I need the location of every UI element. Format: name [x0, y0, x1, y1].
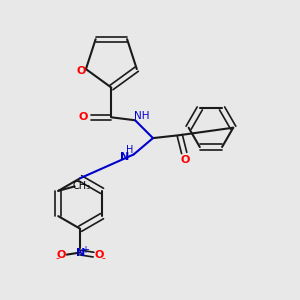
Text: O: O — [57, 250, 66, 260]
Text: CH₃: CH₃ — [72, 182, 90, 191]
Text: NH: NH — [134, 111, 149, 121]
Text: H: H — [125, 145, 133, 155]
Text: +: + — [82, 244, 89, 255]
Text: O: O — [95, 250, 104, 260]
Text: N: N — [120, 152, 129, 162]
Text: -: - — [102, 253, 106, 263]
Text: N: N — [76, 248, 85, 257]
Text: -: - — [55, 253, 59, 263]
Text: O: O — [78, 112, 88, 122]
Text: O: O — [77, 66, 86, 76]
Text: O: O — [181, 155, 190, 165]
